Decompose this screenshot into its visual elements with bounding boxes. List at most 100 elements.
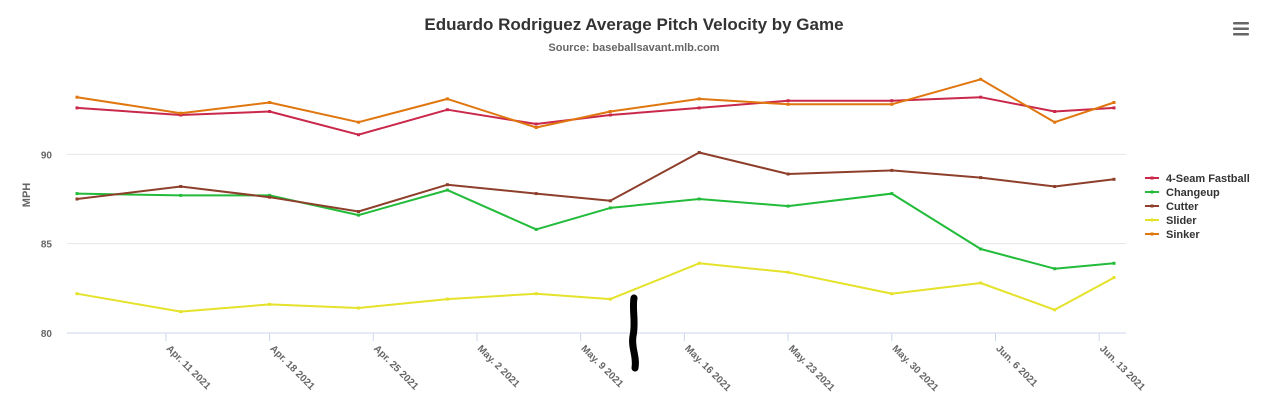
- y-tick-label: 80: [41, 329, 53, 340]
- series-line: [76, 151, 1115, 213]
- legend: 4-Seam Fastball Changeup Cutter Slider Sinke…: [1145, 173, 1250, 241]
- hand-drawn-mark: [629, 294, 639, 372]
- data-point: [445, 297, 449, 301]
- legend-label: Cutter: [1166, 201, 1199, 213]
- y-axis-title: MPH: [21, 183, 33, 208]
- data-point: [179, 111, 183, 115]
- data-point: [534, 192, 538, 196]
- data-point: [697, 151, 701, 154]
- data-point: [608, 110, 612, 113]
- data-point: [890, 99, 894, 103]
- data-point: [890, 192, 894, 196]
- data-point: [179, 185, 183, 188]
- data-point: [786, 172, 790, 176]
- series-line: [76, 78, 1115, 129]
- data-point: [1112, 276, 1116, 280]
- data-point: [786, 270, 790, 274]
- data-point: [268, 101, 272, 104]
- series-lines: [75, 77, 1116, 314]
- legend-label: Slider: [1166, 215, 1197, 227]
- data-point: [890, 102, 894, 106]
- x-tick-label: May. 30 2021: [890, 343, 941, 394]
- x-tick-label: May. 16 2021: [682, 343, 733, 394]
- data-point: [979, 176, 983, 180]
- data-point: [1112, 106, 1116, 110]
- data-point: [445, 183, 449, 187]
- data-point: [979, 95, 983, 99]
- x-tick-label: Jun. 6 2021: [993, 343, 1039, 389]
- data-point: [75, 197, 79, 201]
- data-point: [75, 292, 79, 296]
- data-point: [1053, 267, 1057, 271]
- data-point: [179, 310, 183, 314]
- data-point: [697, 97, 701, 101]
- data-point: [786, 99, 790, 103]
- data-point: [1053, 110, 1057, 113]
- data-point: [534, 122, 538, 126]
- data-point: [179, 193, 183, 197]
- x-tick-label: Apr. 25 2021: [371, 343, 420, 392]
- legend-item: Cutter: [1145, 201, 1199, 213]
- data-point: [268, 302, 272, 306]
- hamburger-menu-icon[interactable]: [1231, 20, 1253, 38]
- data-point: [1053, 120, 1057, 124]
- x-tick-label: Apr. 11 2021: [164, 343, 213, 392]
- data-point: [1053, 185, 1057, 188]
- data-point: [357, 213, 360, 217]
- data-point: [786, 204, 790, 208]
- axes: 80 85 90 Apr. 11 2021 Apr. 18 2021 Apr. 25 20…: [41, 150, 1147, 394]
- data-point: [534, 292, 538, 296]
- data-point: [179, 113, 183, 117]
- x-tick-label: May. 23 2021: [786, 343, 837, 394]
- legend-marker: [1150, 190, 1154, 194]
- y-tick-label: 90: [41, 150, 53, 161]
- x-tick-label: May. 9 2021: [579, 343, 626, 390]
- chart-title: Eduardo Rodriguez Average Pitch Velocity…: [424, 15, 843, 34]
- data-point: [357, 210, 360, 213]
- legend-marker: [1150, 204, 1154, 208]
- data-point: [979, 247, 983, 251]
- data-point: [1112, 101, 1116, 104]
- legend-marker: [1150, 176, 1154, 180]
- data-point: [75, 192, 79, 196]
- data-point: [697, 106, 701, 110]
- data-point: [268, 193, 272, 197]
- data-point: [75, 106, 79, 110]
- data-point: [697, 261, 701, 265]
- x-tick-label: Apr. 18 2021: [267, 343, 316, 392]
- data-point: [268, 110, 272, 113]
- data-point: [786, 102, 790, 106]
- series-group: [75, 261, 1116, 314]
- data-point: [979, 281, 983, 285]
- data-point: [357, 133, 360, 137]
- series-line: [76, 189, 1115, 270]
- data-point: [75, 95, 79, 99]
- series-group: [75, 95, 1116, 137]
- data-point: [608, 199, 612, 203]
- series-line: [76, 262, 1115, 313]
- data-point: [890, 168, 894, 172]
- grid-lines: [67, 153, 1126, 245]
- series-group: [75, 151, 1116, 213]
- data-point: [890, 292, 894, 296]
- data-point: [979, 77, 983, 81]
- data-point: [445, 97, 449, 101]
- data-point: [608, 297, 612, 301]
- data-point: [608, 113, 612, 117]
- series-group: [75, 77, 1116, 129]
- data-point: [1112, 177, 1116, 181]
- legend-marker: [1150, 218, 1154, 222]
- data-point: [357, 120, 360, 124]
- legend-label: Sinker: [1166, 229, 1200, 241]
- legend-item: 4-Seam Fastball: [1145, 173, 1250, 185]
- legend-marker: [1150, 232, 1154, 236]
- legend-label: 4-Seam Fastball: [1166, 173, 1250, 185]
- data-point: [445, 108, 449, 112]
- data-point: [534, 126, 538, 129]
- data-point: [697, 197, 701, 201]
- data-point: [357, 306, 360, 310]
- data-point: [445, 188, 449, 192]
- data-point: [608, 206, 612, 210]
